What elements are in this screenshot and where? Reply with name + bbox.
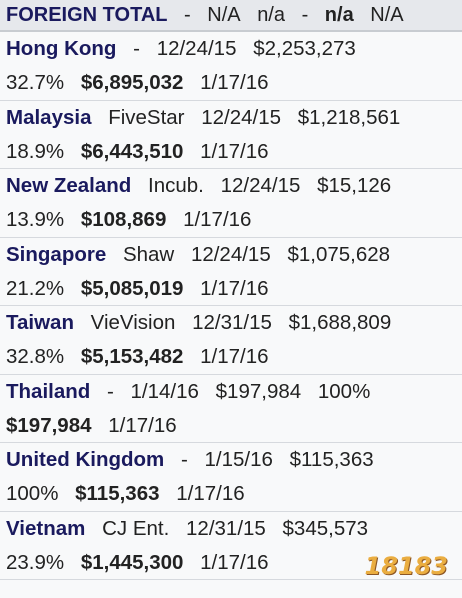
entry: Thailand - 1/14/16 $197,984 100% $197,98… [0,375,462,443]
entry-cell: - [107,379,114,403]
entry-cell: $6,443,510 [80,139,184,163]
entry-cell: $1,688,809 [288,311,392,334]
entry-cell: $5,085,019 [80,276,184,300]
watermark: 18183 [364,552,449,580]
country: Thailand [6,379,91,403]
entry-cell: 12/24/15 [201,105,282,129]
entry-cell: 1/17/16 [200,345,269,368]
entry-line: 32.8% $5,153,482 1/17/16 [6,340,456,374]
entry-cell: Shaw [122,242,175,266]
entry-line: 13.9% $108,869 1/17/16 [6,203,456,237]
entry-cell: $2,253,273 [253,37,356,60]
entry-cell: $115,363 [289,448,374,471]
entry-cell: 1/17/16 [176,482,245,505]
entry-line: Thailand - 1/14/16 $197,984 100% [6,375,456,409]
entry-cell: 32.7% [6,71,65,94]
entry-cell: $345,573 [282,516,369,540]
entry-cell: 12/31/15 [186,516,266,540]
entry-cell: - [133,37,140,60]
entry-cell: $6,895,032 [80,71,184,94]
header: FOREIGN TOTAL - N/A n/a - n/a N/A [0,0,462,32]
entry-cell: 1/14/16 [130,379,199,403]
entry-cell: $1,218,561 [297,105,401,129]
country: Hong Kong [6,37,117,60]
entry-cell: 13.9% [6,208,65,231]
entry-cell: $1,075,628 [287,242,391,266]
entry-cell: 1/17/16 [108,413,177,437]
entry: Hong Kong - 12/24/15 $2,253,273 32.7% $6… [0,32,462,101]
entry-line: Vietnam CJ Ent. 12/31/15 $345,573 [6,512,456,546]
entry-line: 21.2% $5,085,019 1/17/16 [6,272,456,306]
entry-cell: $197,984 [215,379,302,403]
header-cell: N/A [207,4,241,26]
entry-cell: VieVision [90,311,176,334]
entry-cell: 23.9% [6,550,65,574]
entry-cell: $15,126 [317,174,392,197]
entry-cell: 100% [6,482,59,505]
entry-cell: FiveStar [108,105,185,129]
entry: Singapore Shaw 12/24/15 $1,075,628 21.2%… [0,238,462,306]
country: Malaysia [6,105,92,129]
entry-line: 32.7% $6,895,032 1/17/16 [6,66,456,100]
entry-cell: 18.9% [6,139,65,163]
entry-cell: 32.8% [6,345,65,368]
entry-cell: 1/17/16 [183,208,252,231]
entry-cell: Incub. [148,174,204,197]
header-cell: - [184,4,191,26]
entry-line: 23.9% $1,445,300 1/17/16 [6,546,456,580]
entry: New Zealand Incub. 12/24/15 $15,126 13.9… [0,169,462,238]
entry-cell: 12/24/15 [156,37,237,60]
entry-line: Malaysia FiveStar 12/24/15 $1,218,561 [6,101,456,135]
header-cell: n/a [257,4,285,26]
entry-line: New Zealand Incub. 12/24/15 $15,126 [6,169,456,203]
entry-line: Taiwan VieVision 12/31/15 $1,688,809 [6,306,456,340]
country: United Kingdom [6,448,165,471]
entry-cell: CJ Ent. [102,516,170,540]
entry-cell: 1/17/16 [200,71,269,94]
country: Singapore [6,242,107,266]
entry: Taiwan VieVision 12/31/15 $1,688,809 32.… [0,306,462,375]
entry-cell: 21.2% [6,276,65,300]
country: Vietnam [6,516,86,540]
entry-cell: $108,869 [80,208,167,231]
entry-cell: $5,153,482 [80,345,184,368]
country: Taiwan [6,311,74,334]
rows: Hong Kong - 12/24/15 $2,253,273 32.7% $6… [0,32,462,580]
entry-cell: $197,984 [6,413,92,437]
entry-line: United Kingdom - 1/15/16 $115,363 [6,443,456,477]
header-cell: n/a [324,4,354,26]
entry: United Kingdom - 1/15/16 $115,363 100% $… [0,443,462,512]
country: New Zealand [6,174,132,197]
entry-line: $197,984 1/17/16 [6,409,456,443]
entry-cell: $1,445,300 [80,550,184,574]
entry-cell: 1/17/16 [200,276,269,300]
entry-line: 18.9% $6,443,510 1/17/16 [6,135,456,169]
entry-cell: 100% [317,379,371,403]
entry-cell: 1/17/16 [200,139,269,163]
entry-cell: $115,363 [75,482,160,505]
entry-cell: 1/15/16 [204,448,273,471]
entry-line: Singapore Shaw 12/24/15 $1,075,628 [6,238,456,272]
entry-cell: 1/17/16 [200,550,269,574]
entry-cell: 12/24/15 [220,174,301,197]
entry-line: 100% $115,363 1/17/16 [6,477,456,511]
entry-line: Hong Kong - 12/24/15 $2,253,273 [6,32,456,66]
header-cell: FOREIGN TOTAL [6,4,168,26]
entry-cell: - [181,448,188,471]
header-cell: N/A [370,4,404,26]
entry-cell: 12/31/15 [192,311,272,334]
header-cell: - [301,4,309,26]
entry-cell: 12/24/15 [190,242,271,266]
entry: Malaysia FiveStar 12/24/15 $1,218,561 18… [0,101,462,169]
entry: Vietnam CJ Ent. 12/31/15 $345,573 23.9% … [0,512,462,580]
